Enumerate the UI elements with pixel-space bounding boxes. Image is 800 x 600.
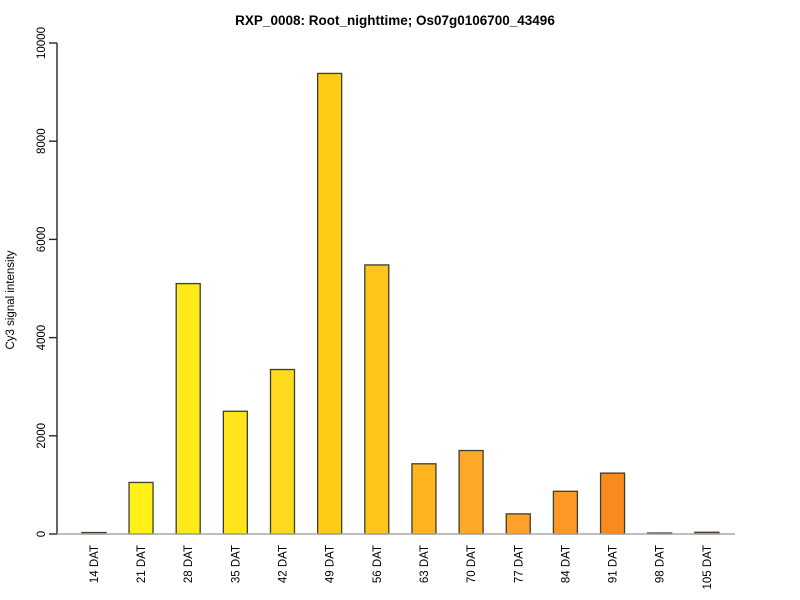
x-tick-label: 49 DAT [325, 545, 337, 583]
y-tick-label: 2000 [36, 423, 48, 449]
bar [552, 490, 579, 535]
x-tick-label: 84 DAT [560, 545, 572, 583]
chart-title: RXP_0008: Root_nighttime; Os07g0106700_4… [235, 13, 555, 28]
y-axis-ticks: 0 2000 4000 6000 8000 10000 [36, 27, 57, 537]
bar [599, 472, 626, 535]
x-tick-label: 28 DAT [183, 545, 195, 583]
x-tick-label: 98 DAT [655, 545, 667, 583]
y-tick-label: 4000 [36, 325, 48, 351]
x-tick-label: 14 DAT [89, 545, 101, 583]
x-axis-labels: 14 DAT 21 DAT 28 DAT 35 DAT 42 DAT 49 DAT 56 D… [89, 545, 714, 590]
bar [411, 463, 437, 535]
x-tick-label: 42 DAT [278, 545, 290, 583]
x-tick-label: 77 DAT [513, 545, 525, 583]
bar [364, 264, 390, 535]
y-tick-label: 10000 [36, 27, 48, 59]
bar [269, 368, 296, 535]
bar [458, 449, 484, 535]
bar [175, 282, 201, 535]
x-tick-label: 56 DAT [372, 545, 384, 583]
x-tick-label: 63 DAT [419, 545, 431, 583]
bar [128, 481, 154, 535]
y-tick-label: 8000 [36, 128, 48, 154]
y-tick-label: 6000 [36, 227, 48, 253]
x-tick-label: 70 DAT [466, 545, 478, 583]
bar [316, 72, 343, 535]
y-tick-label: 0 [36, 531, 48, 537]
x-tick-label: 21 DAT [136, 545, 148, 583]
y-axis-label: Cy3 signal intensity [5, 250, 17, 349]
bar [222, 410, 249, 535]
bars [81, 72, 720, 535]
x-tick-label: 35 DAT [230, 545, 242, 583]
bar [505, 513, 531, 535]
x-tick-label: 105 DAT [702, 545, 714, 590]
x-tick-label: 91 DAT [608, 545, 620, 583]
